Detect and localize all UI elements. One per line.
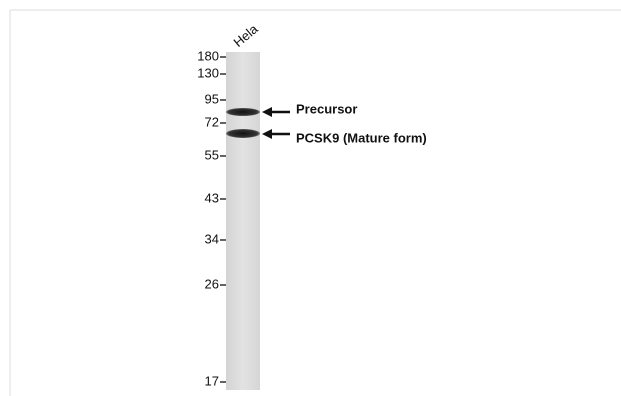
marker-label: 180 xyxy=(197,48,219,63)
band-label: PCSK9 (Mature form) xyxy=(296,130,427,145)
marker-label: 43 xyxy=(205,190,219,205)
band-mature xyxy=(226,129,260,138)
marker-label: 17 xyxy=(205,373,219,388)
marker-label: 26 xyxy=(205,276,219,291)
band-annotations: Precursor PCSK9 (Mature form) xyxy=(262,101,427,145)
marker-label: 95 xyxy=(205,91,219,106)
blot-figure: Hela 180 130 95 72 55 43 34 26 17 Precur… xyxy=(0,0,621,396)
lane xyxy=(226,52,260,390)
lane-label: Hela xyxy=(230,21,261,50)
marker-label: 72 xyxy=(205,114,219,129)
marker-label: 55 xyxy=(205,147,219,162)
marker-label: 130 xyxy=(197,65,219,80)
band-label: Precursor xyxy=(296,101,357,116)
marker-label: 34 xyxy=(205,231,219,246)
band-precursor xyxy=(226,108,260,116)
marker-ladder: 180 130 95 72 55 43 34 26 17 xyxy=(197,48,226,388)
arrow-head xyxy=(262,107,272,117)
arrow-head xyxy=(262,129,272,139)
